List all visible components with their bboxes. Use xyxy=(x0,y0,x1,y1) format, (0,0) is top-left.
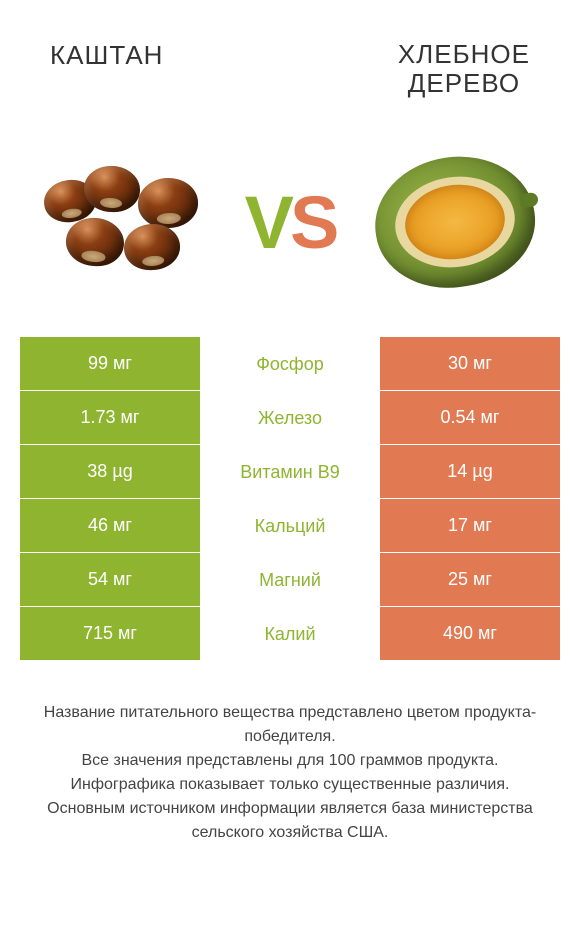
table-row: 99 мгФосфор30 мг xyxy=(20,337,560,391)
value-left: 715 мг xyxy=(20,607,200,661)
nutrient-name: Кальций xyxy=(200,499,380,553)
comparison-table: 99 мгФосфор30 мг1.73 мгЖелезо0.54 мг38 µ… xyxy=(20,337,560,661)
header: КАШТАН ХЛЕБНОЕ ДЕРЕВО xyxy=(0,0,580,117)
value-left: 99 мг xyxy=(20,337,200,391)
jackfruit-image xyxy=(360,142,550,302)
vs-letter-s: S xyxy=(290,181,335,264)
table-row: 46 мгКальций17 мг xyxy=(20,499,560,553)
value-right: 490 мг xyxy=(380,607,560,661)
value-right: 17 мг xyxy=(380,499,560,553)
value-left: 54 мг xyxy=(20,553,200,607)
hero-row: VS xyxy=(0,117,580,337)
nutrient-name: Фосфор xyxy=(200,337,380,391)
footer-line: Все значения представлены для 100 граммо… xyxy=(30,749,550,773)
table-row: 715 мгКалий490 мг xyxy=(20,607,560,661)
footer-note: Название питательного вещества представл… xyxy=(0,701,580,845)
title-right-line2: ДЕРЕВО xyxy=(398,69,530,98)
title-right: ХЛЕБНОЕ ДЕРЕВО xyxy=(398,40,530,97)
nutrient-name: Магний xyxy=(200,553,380,607)
footer-line: Название питательного вещества представл… xyxy=(30,701,550,749)
nutrient-name: Железо xyxy=(200,391,380,445)
footer-line: Основным источником информации является … xyxy=(30,797,550,845)
value-right: 0.54 мг xyxy=(380,391,560,445)
title-left: КАШТАН xyxy=(50,40,163,97)
vs-label: VS xyxy=(245,180,336,265)
table-row: 38 µgВитамин B914 µg xyxy=(20,445,560,499)
value-left: 46 мг xyxy=(20,499,200,553)
value-left: 1.73 мг xyxy=(20,391,200,445)
table-row: 54 мгМагний25 мг xyxy=(20,553,560,607)
value-right: 14 µg xyxy=(380,445,560,499)
vs-letter-v: V xyxy=(245,181,290,264)
footer-line: Инфографика показывает только существенн… xyxy=(30,773,550,797)
chestnut-image xyxy=(30,142,220,302)
value-left: 38 µg xyxy=(20,445,200,499)
title-right-line1: ХЛЕБНОЕ xyxy=(398,40,530,69)
value-right: 25 мг xyxy=(380,553,560,607)
nutrient-name: Калий xyxy=(200,607,380,661)
nutrient-name: Витамин B9 xyxy=(200,445,380,499)
value-right: 30 мг xyxy=(380,337,560,391)
table-row: 1.73 мгЖелезо0.54 мг xyxy=(20,391,560,445)
